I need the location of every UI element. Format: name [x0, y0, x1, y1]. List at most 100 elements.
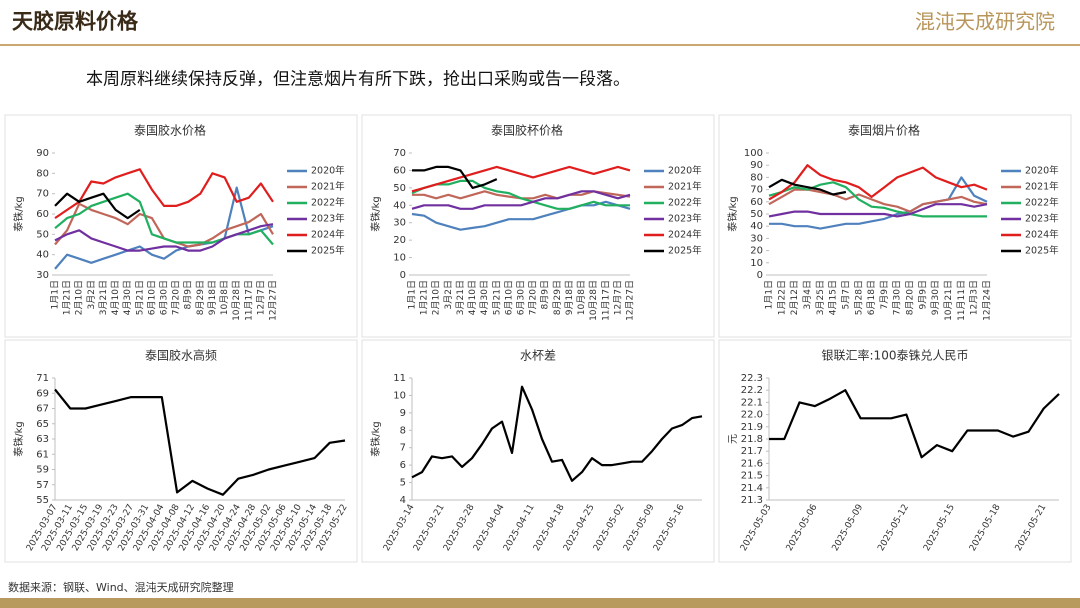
legend-label: 2023年 — [1025, 213, 1059, 225]
y-tick-label: 0 — [400, 270, 406, 281]
y-tick-label: 61 — [36, 449, 49, 460]
y-tick-label: 50 — [750, 209, 763, 220]
x-tick-label: 10月21日 — [943, 280, 954, 321]
x-tick-label: 2025-04-04 — [472, 503, 507, 554]
y-tick-label: 59 — [36, 465, 49, 476]
x-tick-label: 3月25日 — [815, 280, 826, 315]
legend-label: 2025年 — [1025, 245, 1059, 257]
x-tick-label: 2025-05-03 — [739, 503, 774, 553]
data-line — [768, 181, 987, 218]
y-tick-label: 21.7 — [741, 446, 763, 457]
y-tick-label: 10 — [393, 390, 406, 401]
y-axis-label: 泰铢/kg — [369, 196, 382, 232]
y-axis-label: 泰铢/kg — [726, 196, 739, 232]
chart-title: 泰国胶水高频 — [145, 348, 217, 363]
y-tick-label: 60 — [36, 209, 49, 220]
x-tick-label: 2025-03-28 — [442, 503, 477, 554]
y-tick-label: 30 — [36, 270, 49, 281]
x-tick-label: 4月15日 — [828, 280, 839, 315]
y-tick-label: 50 — [36, 229, 49, 240]
y-tick-label: 8 — [400, 425, 406, 436]
x-tick-label: 9月30日 — [930, 280, 941, 315]
legend-label: 2021年 — [668, 181, 702, 193]
y-tick-label: 70 — [393, 148, 406, 159]
x-tick-label: 2025-05-21 — [1014, 503, 1049, 553]
logo: 混沌天成研究院 — [915, 10, 1055, 34]
y-tick-label: 20 — [393, 235, 406, 246]
y-tick-label: 30 — [750, 233, 763, 244]
x-tick-label: 10月8日 — [219, 280, 230, 315]
x-tick-label: 2025-05-06 — [785, 503, 820, 554]
data-line — [411, 165, 631, 193]
footer-bar — [0, 598, 1080, 608]
y-tick-label: 71 — [36, 373, 49, 384]
data-line — [54, 168, 274, 220]
x-tick-label: 2025-05-15 — [922, 503, 957, 553]
y-tick-label: 22.2 — [741, 385, 763, 396]
x-tick-label: 9月9日 — [917, 280, 928, 309]
x-tick-label: 2025-04-11 — [502, 503, 537, 553]
x-tick-label: 3月4日 — [802, 280, 813, 309]
x-tick-label: 6月30日 — [159, 280, 170, 315]
x-tick-label: 8月9日 — [183, 280, 194, 309]
x-tick-label: 2025-05-09 — [622, 503, 657, 554]
data-line — [769, 176, 988, 230]
y-tick-label: 80 — [36, 168, 49, 179]
y-tick-label: 21.8 — [741, 434, 763, 445]
y-tick-label: 21.6 — [741, 458, 763, 469]
x-tick-label: 4月10日 — [467, 280, 478, 315]
x-tick-label: 1月1日 — [764, 280, 775, 309]
x-tick-label: 7月30日 — [892, 280, 903, 315]
y-axis-label: 泰铢/kg — [12, 421, 25, 457]
y-axis-label: 泰铢/kg — [12, 196, 25, 232]
source: 数据来源：钢联、Wind、混沌天成研究院整理 — [8, 580, 234, 594]
x-tick-label: 3月2日 — [443, 280, 454, 309]
data-line — [54, 186, 274, 270]
y-tick-label: 21.4 — [741, 483, 763, 494]
x-tick-label: 4月30日 — [122, 280, 133, 315]
y-axis-label: 泰铢/kg — [369, 421, 382, 457]
x-tick-label: 2025-05-18 — [968, 503, 1003, 554]
y-tick-label: 30 — [393, 218, 406, 229]
y-tick-label: 10 — [393, 253, 406, 264]
legend-label: 2024年 — [1025, 229, 1059, 241]
y-tick-label: 22.0 — [741, 410, 763, 421]
x-tick-label: 4月10日 — [110, 280, 121, 315]
x-tick-label: 8月20日 — [905, 280, 916, 315]
x-tick-label: 2月10日 — [431, 280, 442, 315]
chart-panel — [4, 114, 358, 338]
x-tick-label: 9月18日 — [207, 280, 218, 315]
x-tick-label: 6月18日 — [866, 280, 877, 315]
y-tick-label: 5 — [400, 478, 406, 489]
y-tick-label: 80 — [750, 172, 763, 183]
y-tick-label: 60 — [393, 165, 406, 176]
y-tick-label: 11 — [393, 373, 406, 384]
y-tick-label: 40 — [393, 200, 406, 211]
x-tick-label: 11月11日 — [956, 280, 967, 321]
legend-label: 2021年 — [1025, 181, 1059, 193]
y-tick-label: 55 — [36, 495, 49, 506]
subtitle: 本周原料继续保持反弹，但注意烟片有所下跌，抢出口采购或告一段落。 — [86, 70, 630, 90]
x-tick-label: 10月8日 — [576, 280, 587, 315]
x-tick-label: 5月28日 — [853, 280, 864, 315]
data-line — [412, 165, 498, 189]
x-tick-label: 10月28日 — [588, 280, 599, 321]
legend-label: 2025年 — [311, 245, 345, 257]
x-tick-label: 2025-05-02 — [592, 503, 627, 553]
x-tick-label: 11月17日 — [243, 280, 254, 321]
x-tick-label: 7月20日 — [171, 280, 182, 315]
data-line — [769, 389, 1060, 459]
x-tick-label: 5月21日 — [134, 280, 145, 315]
x-tick-label: 12月24日 — [982, 280, 993, 321]
chart-title: 泰国烟片价格 — [848, 123, 920, 138]
chart-panel — [4, 339, 358, 563]
x-tick-label: 5月21日 — [491, 280, 502, 315]
x-tick-label: 2月12日 — [789, 280, 800, 315]
y-tick-label: 22.1 — [741, 397, 763, 408]
x-tick-label: 12月27日 — [625, 280, 636, 321]
x-tick-label: 3月2日 — [86, 280, 97, 309]
data-line — [768, 164, 988, 201]
legend-label: 2020年 — [1025, 165, 1059, 177]
x-tick-label: 2025-05-09 — [831, 503, 866, 554]
y-tick-label: 57 — [36, 480, 49, 491]
